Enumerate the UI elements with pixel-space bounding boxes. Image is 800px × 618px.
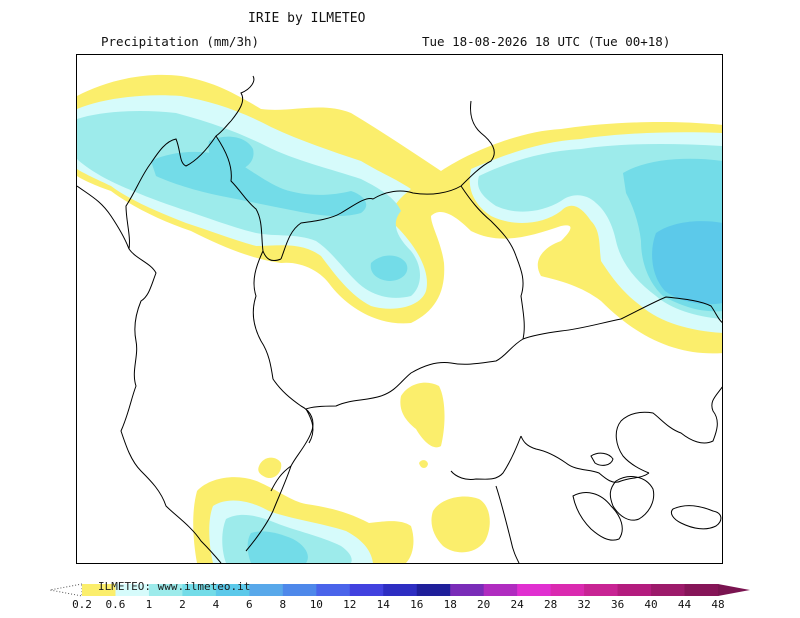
precip-cell-center: [400, 382, 445, 448]
legend-above-max-arrow: [718, 584, 750, 596]
legend-tick-label: 36: [611, 598, 624, 611]
border-line: [252, 250, 314, 492]
legend-tick-label: 20: [477, 598, 490, 611]
border-line: [460, 100, 495, 187]
legend-tick-label: 32: [577, 598, 590, 611]
legend-color-box: [617, 584, 652, 596]
chart-title: IRIE by ILMETEO: [248, 11, 366, 26]
coastline: [572, 492, 623, 541]
legend-color-box: [550, 584, 585, 596]
legend-color-box: [82, 584, 116, 596]
border-line: [280, 185, 462, 260]
legend-tick-label: 48: [711, 598, 724, 611]
coastline: [670, 505, 722, 530]
precip-cell-southeast: [431, 496, 490, 553]
border-line: [305, 338, 524, 410]
legend-color-box: [148, 584, 183, 596]
border-line: [522, 296, 722, 340]
border-line: [120, 248, 222, 563]
legend-canvas: 0.2 0.6 1 2 4 6 8 10 12 14 16 18 20 24 28 32 36 40 44 48 IL…: [49, 580, 750, 611]
precip-band-southwest: [193, 477, 414, 563]
legend-color-box: [282, 584, 317, 596]
legend-tick-label: 40: [644, 598, 657, 611]
precip-area-strong-east: [652, 221, 722, 305]
legend-color-box: [584, 584, 619, 596]
legend-tick-label: 16: [410, 598, 423, 611]
legend-color-box: [651, 584, 686, 596]
coastline: [615, 386, 722, 474]
coastline: [520, 435, 650, 483]
legend-color-box: [416, 584, 451, 596]
map-canvas: [77, 74, 722, 563]
precip-area-medium-3: [370, 255, 408, 281]
precip-area-medium: [151, 151, 367, 217]
legend-color-box: [483, 584, 518, 596]
legend-ticks: 0.2 0.6 1 2 4 6 8 10 12 14 16 18 20 24 28 32 36 40 44 48: [72, 598, 725, 611]
legend-color-box: [450, 584, 485, 596]
legend-credit: ILMETEO: www.ilmeteo.it: [98, 580, 250, 593]
valid-time-label: Tue 18-08-2026 18 UTC (Tue 00+18): [422, 34, 671, 49]
coastline: [609, 476, 655, 521]
coastlines: [245, 386, 722, 563]
legend-color-box: [115, 584, 150, 596]
legend-tick-label: 14: [377, 598, 391, 611]
legend-color-box: [684, 584, 719, 596]
precipitation-map: [76, 54, 723, 564]
precip-cell-small: [419, 460, 428, 468]
legend-tick-label: 0.2: [72, 598, 92, 611]
legend-tick-label: 1: [146, 598, 153, 611]
legend-color-box: [182, 584, 217, 596]
legend-tick-label: 18: [444, 598, 457, 611]
border-line: [305, 408, 314, 444]
precip-cell-small-west: [258, 457, 282, 479]
precip-band-north: [77, 74, 722, 354]
precip-area-sw-medium: [247, 531, 308, 563]
legend-below-min-arrow: [49, 583, 83, 597]
border-line: [460, 185, 525, 340]
legend-boxes: [49, 583, 750, 597]
legend-color-box: [249, 584, 284, 596]
color-scale-legend: 0.2 0.6 1 2 4 6 8 10 12 14 16 18 20 24 28 32 36 40 44 48 IL…: [0, 578, 800, 618]
precip-area-medium-2: [208, 136, 254, 171]
legend-tick-label: 2: [179, 598, 186, 611]
legend-color-box: [316, 584, 351, 596]
legend-tick-label: 44: [678, 598, 692, 611]
coastline: [495, 485, 520, 563]
country-borders: [77, 75, 722, 563]
legend-color-box: [215, 584, 250, 596]
legend-tick-label: 12: [343, 598, 356, 611]
border-line: [77, 185, 130, 250]
legend-color-box: [383, 584, 418, 596]
coastline: [245, 465, 292, 552]
legend-tick-label: 28: [544, 598, 557, 611]
legend-tick-label: 10: [310, 598, 323, 611]
border-line: [230, 75, 255, 122]
legend-tick-label: 0.6: [106, 598, 126, 611]
legend-tick-label: 8: [280, 598, 287, 611]
legend-color-box: [349, 584, 384, 596]
coastline: [450, 435, 522, 480]
legend-tick-label: 4: [213, 598, 220, 611]
legend-color-box: [517, 584, 552, 596]
variable-label: Precipitation (mm/3h): [101, 34, 260, 49]
border-line: [215, 135, 282, 262]
coastline: [590, 452, 614, 466]
legend-tick-label: 6: [246, 598, 253, 611]
legend-tick-label: 24: [511, 598, 525, 611]
